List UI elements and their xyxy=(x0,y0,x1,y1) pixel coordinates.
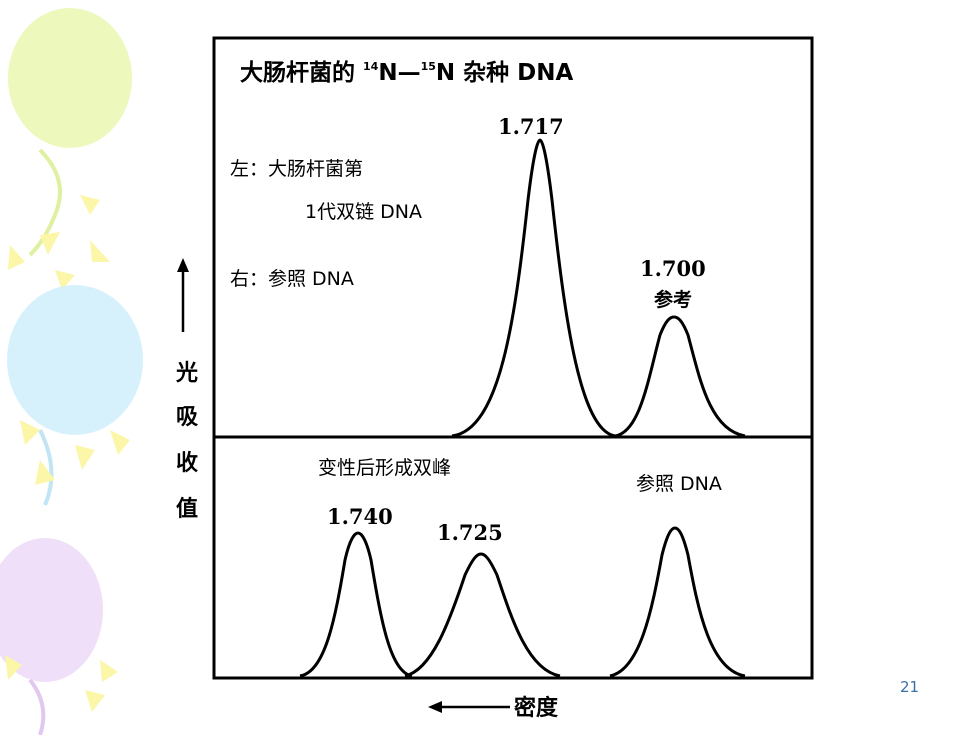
yellow-rays-middle xyxy=(20,420,130,485)
peak-sublabel-reference: 参考 xyxy=(654,288,692,311)
y-axis-label-char-2: 吸 xyxy=(176,405,199,430)
peak-label-1725: 1.725 xyxy=(437,520,503,545)
note-left-line1: 左：大肠杆菌第 xyxy=(230,158,363,180)
peak-curve-lower-reference xyxy=(609,526,746,678)
peak-curve-1740 xyxy=(299,531,413,678)
blue-balloon xyxy=(7,285,143,506)
y-axis-label-char-3: 收 xyxy=(176,450,198,476)
balloon-decoration xyxy=(0,8,143,735)
figure-frame xyxy=(212,36,814,680)
figure-title: 大肠杆菌的 14N—15N 杂种 DNA xyxy=(240,59,573,86)
green-balloon xyxy=(8,8,132,257)
y-axis-label-char-4: 值 xyxy=(176,496,198,522)
x-axis-arrow xyxy=(428,701,510,713)
page-number: 21 xyxy=(900,678,919,696)
peak-label-1717: 1.717 xyxy=(498,114,564,139)
purple-balloon xyxy=(0,538,103,735)
yellow-rays-top xyxy=(8,195,110,290)
note-reference-dna: 参照 DNA xyxy=(636,473,722,495)
note-right-reference: 右：参照 DNA xyxy=(230,268,354,290)
note-left-line2: 1代双链 DNA xyxy=(305,201,422,223)
peak-label-1700: 1.700 xyxy=(640,256,706,281)
peak-curve-1700-reference xyxy=(614,315,746,438)
note-denatured-double-peak: 变性后形成双峰 xyxy=(318,457,451,479)
peak-curve-1717 xyxy=(451,138,616,438)
y-axis-arrow xyxy=(177,258,189,332)
y-axis-label-char-1: 光 xyxy=(175,361,198,386)
x-axis-label: 密度 xyxy=(514,695,559,721)
yellow-rays-bottom xyxy=(5,655,118,712)
peak-curve-1725 xyxy=(404,552,561,678)
peak-label-1740: 1.740 xyxy=(327,504,393,529)
